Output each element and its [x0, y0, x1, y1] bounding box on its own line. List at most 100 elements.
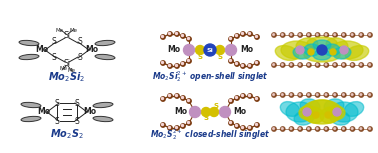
Circle shape	[189, 106, 200, 118]
Text: S: S	[77, 37, 82, 47]
Ellipse shape	[300, 99, 320, 113]
Ellipse shape	[95, 54, 115, 60]
Text: S: S	[52, 54, 56, 62]
Circle shape	[187, 60, 189, 62]
Text: Mo: Mo	[240, 45, 253, 54]
Ellipse shape	[307, 37, 337, 49]
Circle shape	[315, 63, 320, 67]
Ellipse shape	[281, 41, 313, 59]
Circle shape	[273, 34, 274, 35]
Circle shape	[181, 96, 185, 100]
Ellipse shape	[330, 102, 358, 122]
Ellipse shape	[299, 106, 317, 120]
Circle shape	[325, 112, 331, 118]
Circle shape	[242, 32, 243, 34]
Text: S: S	[55, 116, 59, 125]
Circle shape	[175, 32, 178, 34]
Circle shape	[169, 65, 170, 67]
Circle shape	[303, 108, 311, 116]
Text: Mo: Mo	[84, 108, 96, 116]
Ellipse shape	[19, 54, 39, 60]
Circle shape	[359, 33, 364, 37]
Circle shape	[360, 34, 362, 35]
Circle shape	[195, 45, 204, 54]
Circle shape	[235, 63, 237, 65]
Ellipse shape	[304, 44, 320, 56]
Circle shape	[298, 93, 302, 97]
Circle shape	[360, 128, 362, 129]
Circle shape	[229, 99, 233, 103]
Circle shape	[342, 33, 346, 37]
Circle shape	[334, 64, 336, 65]
Circle shape	[289, 33, 294, 37]
Circle shape	[282, 128, 283, 129]
Circle shape	[360, 64, 362, 65]
Circle shape	[282, 34, 283, 35]
Circle shape	[235, 97, 237, 99]
Circle shape	[368, 33, 372, 37]
Circle shape	[351, 64, 353, 65]
Circle shape	[307, 127, 311, 131]
Circle shape	[360, 94, 362, 95]
Circle shape	[248, 95, 251, 97]
Circle shape	[241, 94, 245, 98]
Circle shape	[175, 126, 179, 130]
Circle shape	[187, 59, 191, 63]
Circle shape	[241, 32, 245, 36]
Circle shape	[299, 94, 301, 95]
Text: Me: Me	[67, 67, 75, 73]
Circle shape	[333, 33, 337, 37]
Circle shape	[187, 121, 191, 125]
Circle shape	[334, 94, 336, 95]
Circle shape	[333, 108, 341, 116]
Circle shape	[333, 93, 337, 97]
Circle shape	[229, 59, 233, 63]
Circle shape	[256, 97, 257, 99]
Ellipse shape	[293, 47, 311, 59]
Circle shape	[368, 63, 372, 67]
Circle shape	[298, 127, 302, 131]
Circle shape	[229, 60, 231, 62]
Text: Mo$_2$S$_2$: Mo$_2$S$_2$	[50, 127, 84, 141]
Circle shape	[290, 34, 292, 35]
Ellipse shape	[93, 102, 113, 108]
Circle shape	[168, 94, 172, 98]
Circle shape	[290, 64, 292, 65]
Circle shape	[181, 34, 185, 38]
Circle shape	[342, 64, 344, 65]
Circle shape	[299, 128, 301, 129]
Ellipse shape	[327, 106, 345, 120]
Circle shape	[296, 46, 304, 54]
Ellipse shape	[21, 116, 41, 122]
Circle shape	[324, 127, 328, 131]
Circle shape	[187, 99, 191, 103]
Circle shape	[280, 127, 285, 131]
Text: Me: Me	[70, 28, 78, 34]
Ellipse shape	[324, 44, 340, 56]
Circle shape	[290, 94, 292, 95]
Circle shape	[359, 93, 364, 97]
Text: S: S	[203, 116, 209, 121]
Text: S: S	[197, 54, 203, 60]
Ellipse shape	[304, 48, 340, 62]
Text: Me: Me	[60, 67, 68, 71]
Circle shape	[324, 63, 328, 67]
Circle shape	[235, 124, 239, 128]
Circle shape	[161, 62, 164, 63]
Circle shape	[350, 33, 355, 37]
Circle shape	[248, 126, 252, 130]
Circle shape	[282, 94, 283, 95]
Circle shape	[242, 127, 243, 129]
Circle shape	[308, 128, 310, 129]
Circle shape	[350, 63, 355, 67]
Circle shape	[241, 126, 245, 130]
Circle shape	[351, 94, 353, 95]
Circle shape	[368, 93, 372, 97]
Ellipse shape	[275, 46, 299, 60]
Circle shape	[317, 45, 327, 55]
Circle shape	[242, 95, 243, 97]
Circle shape	[324, 93, 328, 97]
Circle shape	[175, 127, 178, 129]
Circle shape	[248, 32, 251, 34]
Ellipse shape	[308, 100, 336, 114]
